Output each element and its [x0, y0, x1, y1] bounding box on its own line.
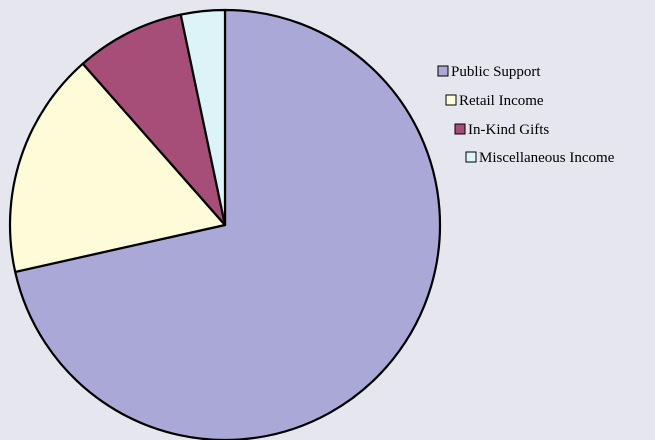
legend-label-public-support: Public Support [451, 64, 541, 80]
legend-swatch-miscellaneous-income [465, 151, 477, 163]
pie-slice-miscellaneous-income [179, 8, 227, 227]
pie-slice-public-support [14, 8, 442, 440]
legend-swatch-public-support [437, 65, 449, 77]
legend-item-in-kind-gifts: In-Kind Gifts [454, 122, 549, 138]
pie-slice-retail-income [8, 62, 227, 273]
pie-slices [8, 8, 442, 440]
pie-slice-in-kind-gifts [81, 13, 227, 227]
legend-item-retail-income: Retail Income [445, 93, 544, 109]
legend-swatch-retail-income [445, 94, 457, 106]
chart-legend: Public Support Retail Income In-Kind Gifts… [437, 64, 615, 166]
legend-label-in-kind-gifts: In-Kind Gifts [468, 122, 549, 138]
legend-item-public-support: Public Support [437, 64, 541, 80]
legend-label-retail-income: Retail Income [459, 93, 544, 109]
legend-item-miscellaneous-income: Miscellaneous Income [465, 150, 615, 166]
legend-swatch-in-kind-gifts [454, 123, 466, 135]
legend-label-miscellaneous-income: Miscellaneous Income [479, 150, 615, 166]
